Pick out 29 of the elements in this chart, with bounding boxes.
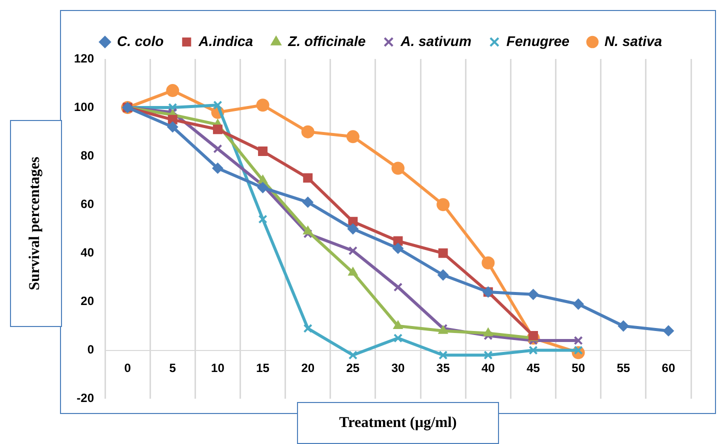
x-tick-label: 45 [526, 360, 540, 375]
x-tick-label: 15 [256, 360, 270, 375]
y-axis-title: Survival percentages [28, 156, 44, 290]
x-tick-label: 25 [346, 360, 360, 375]
x-tick-label: 5 [169, 360, 176, 375]
legend-label: Z. officinale [287, 32, 366, 49]
legend-label: Fenugree [506, 32, 570, 49]
x-axis-title: Treatment (µg/ml) [339, 414, 457, 432]
x-tick-label: 30 [391, 360, 406, 375]
legend-label: A. sativum [400, 32, 472, 49]
x-tick-label: 50 [572, 360, 586, 375]
x-tick-label: 60 [662, 360, 676, 375]
x-tick-label: 20 [301, 360, 315, 375]
y-tick-label: 40 [80, 245, 94, 260]
legend-label: N. sativa [604, 32, 662, 49]
legend-label: C. colo [116, 32, 164, 49]
x-tick-label: 35 [436, 360, 450, 375]
y-tick-label: 60 [80, 196, 94, 211]
y-tick-label: 100 [74, 100, 94, 114]
y-tick-label: 80 [80, 148, 94, 162]
x-tick-label: 10 [211, 360, 225, 375]
y-tick-label: -20 [76, 391, 94, 406]
legend-label: A.indica [198, 32, 254, 49]
y-tick-label: 0 [87, 342, 94, 357]
x-tick-label: 40 [481, 360, 496, 375]
x-tick-label: 55 [616, 360, 630, 375]
y-tick-label: 20 [80, 294, 94, 308]
y-tick-label: 120 [74, 51, 94, 66]
x-tick-label: 0 [124, 360, 132, 375]
